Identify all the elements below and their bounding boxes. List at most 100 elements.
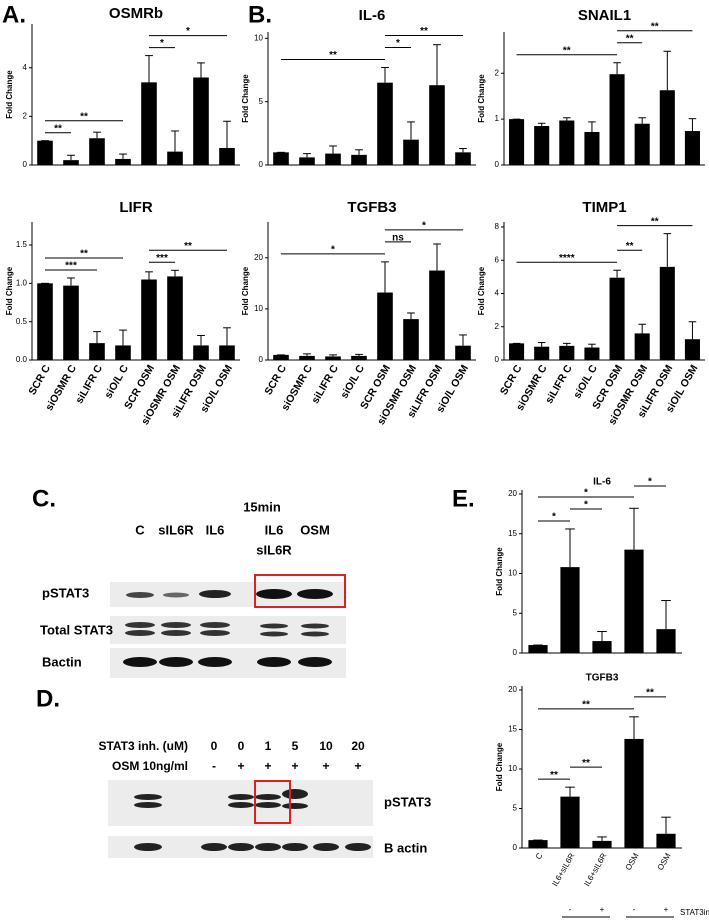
bands xyxy=(125,622,329,637)
row-value: + xyxy=(354,759,361,773)
bar xyxy=(528,645,548,653)
bar xyxy=(429,85,445,165)
chart-title: TGFB3 xyxy=(347,199,396,216)
bar xyxy=(455,345,471,360)
y-tick-label: 20 xyxy=(254,253,263,262)
row-value: 20 xyxy=(351,739,365,753)
y-axis-label: Fold Change xyxy=(495,547,504,596)
y-tick-label: 10 xyxy=(508,569,517,578)
row-value: 1 xyxy=(265,739,272,753)
bar xyxy=(193,345,209,360)
chart-title: TGFB3 xyxy=(586,673,619,684)
y-tick-label: 10 xyxy=(254,304,263,313)
row-value: + xyxy=(291,759,298,773)
y-tick-label: 1.5 xyxy=(16,240,28,249)
bar xyxy=(403,319,419,360)
y-tick-label: 0 xyxy=(513,648,518,657)
blot-c: 15min pSTAT3 Total STAT3 Bactin xyxy=(40,499,346,678)
x-tick-label: C xyxy=(534,851,545,861)
significance-label: ** xyxy=(626,33,634,44)
blot-d: pSTAT3 B actin xyxy=(108,780,431,858)
chart-title: SNAIL1 xyxy=(578,7,631,24)
x-tick-label: OSM xyxy=(656,851,673,872)
y-tick-label: 5 xyxy=(259,97,264,106)
panel-letter: B. xyxy=(248,1,272,28)
y-tick-label: 1.0 xyxy=(16,278,28,287)
y-tick-label: 15 xyxy=(508,725,517,734)
x-tick-label: SCR C xyxy=(26,363,53,398)
bands xyxy=(134,843,371,851)
y-tick-label: 15 xyxy=(508,529,517,538)
significance-label: ** xyxy=(563,45,571,56)
band xyxy=(256,589,292,599)
bar xyxy=(273,152,289,165)
bar xyxy=(455,152,471,165)
bar xyxy=(528,840,548,848)
y-tick-label: 2 xyxy=(495,322,500,331)
row-value: 10 xyxy=(319,739,333,753)
y-tick-label: 2 xyxy=(23,111,28,120)
bar xyxy=(89,343,105,360)
row-value: - xyxy=(212,759,216,773)
y-tick-label: 6 xyxy=(495,255,500,264)
y-tick-label: 0.0 xyxy=(16,355,28,364)
y-axis-label: Fold Change xyxy=(5,266,14,315)
bar xyxy=(403,139,419,165)
x-tick-label: IL6+sIL6R xyxy=(550,851,576,887)
treatment-mark: - xyxy=(569,905,572,914)
bar xyxy=(167,151,183,165)
significance-label: ** xyxy=(184,241,192,252)
band xyxy=(126,592,154,598)
highlight-box xyxy=(254,574,346,608)
y-tick-label: 5 xyxy=(513,608,518,617)
y-tick-label: 2 xyxy=(495,68,500,77)
band xyxy=(163,592,189,598)
row-value: 5 xyxy=(292,739,299,753)
highlight-box xyxy=(254,780,291,824)
significance-label: * xyxy=(584,500,588,511)
panel-letter: E. xyxy=(452,485,475,512)
treatment-mark: - xyxy=(633,905,636,914)
significance-label: **** xyxy=(559,253,575,264)
y-axis-label: Fold Change xyxy=(477,74,486,123)
y-tick-label: 0 xyxy=(259,160,264,169)
bands xyxy=(134,789,308,809)
significance-label: ** xyxy=(646,687,654,698)
y-tick-label: 20 xyxy=(508,685,517,694)
blot-strip xyxy=(110,616,346,644)
bar xyxy=(429,270,445,360)
significance-label: *** xyxy=(65,261,77,272)
bar xyxy=(89,138,105,165)
treatment-mark: + xyxy=(664,905,669,914)
bar xyxy=(624,738,644,848)
x-tick-label: SCR C xyxy=(262,363,289,398)
bar xyxy=(592,641,612,653)
y-tick-label: 4 xyxy=(495,289,500,298)
bar xyxy=(37,283,53,360)
bar xyxy=(656,629,676,653)
bar xyxy=(299,157,315,165)
significance-label: * xyxy=(584,488,588,499)
treatment-mark: + xyxy=(600,905,605,914)
bar xyxy=(560,567,580,653)
bar xyxy=(634,333,650,360)
y-tick-label: 0.5 xyxy=(16,317,28,326)
bar xyxy=(659,266,675,360)
y-tick-label: 10 xyxy=(508,764,517,773)
bar xyxy=(559,120,575,165)
y-axis-label: Fold Change xyxy=(241,74,250,123)
significance-label: * xyxy=(331,245,335,256)
panel-letter: D. xyxy=(36,685,60,712)
bar xyxy=(115,158,131,165)
y-tick-label: 0 xyxy=(495,160,500,169)
bar xyxy=(115,345,131,360)
significance-label: ** xyxy=(420,26,428,37)
y-tick-label: 20 xyxy=(508,489,517,498)
lane-label: OSM xyxy=(300,522,330,537)
